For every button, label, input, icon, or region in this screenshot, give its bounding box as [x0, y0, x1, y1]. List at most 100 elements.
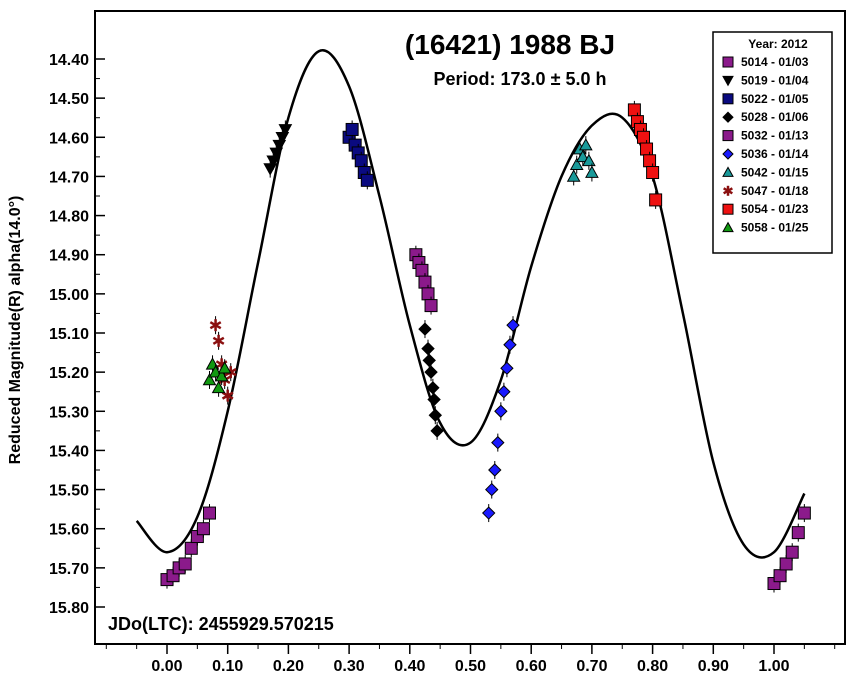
- legend: Year: 2012 5014 - 01/03 5019 - 01/04 5022 …: [712, 31, 833, 254]
- data-point: [482, 506, 496, 520]
- data-point: [415, 263, 429, 277]
- data-point: [773, 569, 787, 583]
- x-tick-label: 1.00: [758, 658, 789, 675]
- legend-item: 5047 - 01/18: [723, 184, 809, 198]
- legend-marker: [722, 111, 734, 123]
- data-point: [424, 299, 438, 313]
- legend-item: 5032 - 01/13: [722, 129, 809, 143]
- legend-label: 5019 - 01/04: [741, 73, 809, 87]
- legend-marker: [722, 221, 734, 233]
- legend-label: 5042 - 01/15: [741, 165, 809, 179]
- data-point: [208, 365, 223, 378]
- data-point: [424, 365, 438, 379]
- data-point: [640, 142, 654, 156]
- legend-marker: [722, 93, 734, 105]
- data-point: [797, 506, 811, 520]
- x-tick-label: 0.80: [637, 658, 668, 675]
- data-point: [585, 165, 599, 178]
- chart-subtitle: Period: 173.0 ± 5.0 h: [434, 69, 607, 89]
- legend-item: 5022 - 01/05: [722, 92, 809, 106]
- data-point: [779, 557, 793, 571]
- y-tick-label: 15.80: [49, 600, 89, 617]
- legend-marker: [723, 185, 733, 196]
- y-axis-label: Reduced Magnitude(R) alpha(14.0°): [7, 196, 24, 465]
- data-point: [421, 341, 435, 356]
- y-tick-label: 15.20: [49, 365, 89, 382]
- data-point: [569, 157, 584, 170]
- data-point: [202, 506, 216, 520]
- series: [418, 320, 444, 440]
- series: [342, 120, 374, 190]
- series: [202, 355, 232, 397]
- data-point: [506, 318, 520, 332]
- legend-marker: [722, 203, 734, 215]
- legend-items: 5014 - 01/03 5019 - 01/04 5022 - 01/05 5028…: [722, 55, 809, 235]
- axes-layer: 14.40 14.50 14.60 14.70 14.80 14.90 15.00 15.10…: [49, 52, 836, 675]
- legend-item: 5019 - 01/04: [722, 73, 809, 87]
- data-point: [491, 435, 505, 450]
- legend-marker: [722, 148, 734, 160]
- legend-marker: [722, 130, 734, 142]
- data-point: [427, 392, 441, 407]
- legend-item: 5054 - 01/23: [722, 202, 809, 216]
- data-point: [488, 463, 502, 477]
- data-point: [791, 526, 805, 540]
- data-point: [196, 522, 210, 536]
- y-tick-label: 14.80: [49, 209, 89, 226]
- legend-title: Year: 2012: [748, 37, 808, 51]
- legend-marker: [722, 166, 734, 177]
- x-tick-label: 0.20: [273, 658, 304, 675]
- series: [566, 136, 599, 186]
- data-point: [430, 424, 444, 438]
- legend-label: 5022 - 01/05: [741, 92, 809, 106]
- x-tick-label: 0.30: [334, 658, 365, 675]
- data-point: [575, 149, 590, 163]
- y-tick-label: 15.60: [49, 522, 89, 539]
- data-point: [636, 130, 650, 144]
- chart-title: (16421) 1988 BJ: [405, 29, 615, 60]
- series: [160, 504, 811, 593]
- data-point: [485, 482, 499, 497]
- legend-label: 5036 - 01/14: [741, 147, 809, 161]
- fit-curve-layer: [135, 49, 806, 559]
- data-point: [178, 557, 192, 571]
- legend-item: 5058 - 01/25: [722, 221, 809, 235]
- legend-box: [712, 31, 833, 254]
- series: [263, 120, 293, 178]
- data-point: [360, 173, 374, 187]
- y-tick-label: 14.60: [49, 130, 89, 147]
- y-tick-label: 15.40: [49, 443, 89, 460]
- y-tick-label: 14.90: [49, 248, 89, 265]
- data-point: [217, 361, 232, 374]
- data-point: [503, 338, 517, 352]
- data-point: [211, 380, 226, 394]
- data-point: [209, 319, 222, 332]
- data-point: [345, 122, 359, 136]
- epoch-label: JDo(LTC): 2455929.570215: [108, 614, 334, 634]
- series: [409, 245, 438, 315]
- legend-item: 5014 - 01/03: [722, 55, 809, 69]
- data-point: [221, 389, 234, 402]
- series: [627, 100, 663, 209]
- y-tick-label: 14.50: [49, 91, 89, 108]
- x-tick-label: 0.70: [576, 658, 607, 675]
- data-point: [785, 545, 799, 559]
- legend-marker: [722, 56, 734, 68]
- legend-label: 5032 - 01/13: [741, 129, 809, 143]
- y-tick-label: 14.70: [49, 169, 89, 186]
- data-point: [418, 275, 432, 289]
- data-point: [643, 154, 657, 168]
- data-point: [566, 169, 581, 182]
- data-point: [627, 103, 641, 117]
- legend-item: 5036 - 01/14: [722, 147, 809, 161]
- x-tick-label: 0.50: [455, 658, 486, 675]
- data-point: [354, 154, 368, 168]
- data-point: [212, 334, 225, 347]
- legend-label: 5028 - 01/06: [741, 110, 809, 124]
- data-point: [578, 138, 593, 151]
- y-tick-label: 15.50: [49, 483, 89, 500]
- y-tick-label: 15.30: [49, 404, 89, 421]
- legend-marker: [722, 75, 734, 87]
- data-point: [494, 404, 508, 418]
